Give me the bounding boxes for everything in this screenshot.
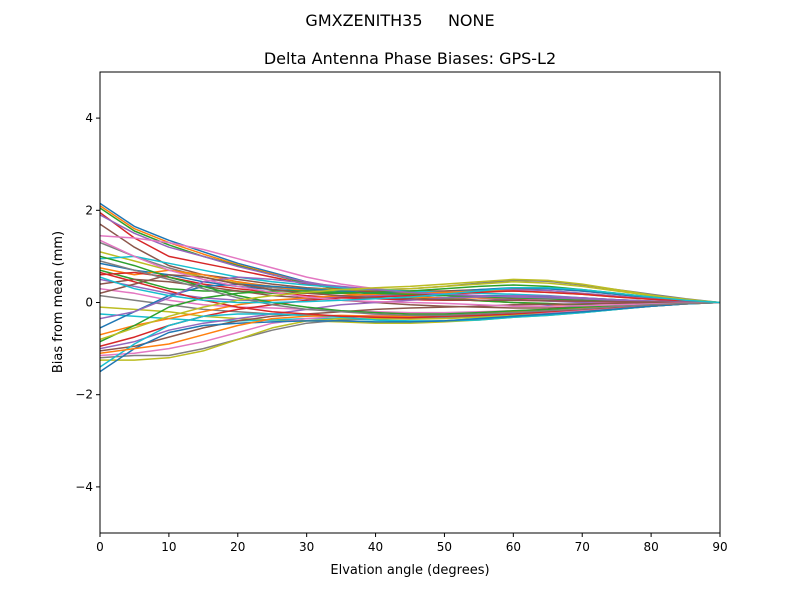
y-axis: −4 −2 0 2 4 <box>75 111 100 494</box>
x-axis-label: Elvation angle (degrees) <box>330 563 489 578</box>
x-tick-label: 80 <box>643 540 658 554</box>
series-line <box>100 239 720 307</box>
chart-title: Delta Antenna Phase Biases: GPS-L2 <box>264 49 556 68</box>
x-tick-label: 50 <box>437 540 452 554</box>
x-tick-label: 10 <box>161 540 176 554</box>
series-line <box>100 274 720 304</box>
x-tick-label: 0 <box>96 540 104 554</box>
x-tick-label: 30 <box>299 540 314 554</box>
series-line <box>100 260 720 317</box>
series-line <box>100 278 720 341</box>
x-axis: 0 10 20 30 40 50 60 70 80 90 <box>96 533 728 554</box>
series-line <box>100 276 720 320</box>
x-tick-label: 90 <box>712 540 727 554</box>
y-tick-label: −4 <box>75 480 93 494</box>
y-tick-label: 0 <box>85 296 93 310</box>
x-tick-label: 60 <box>506 540 521 554</box>
series-line <box>100 301 720 373</box>
x-tick-label: 70 <box>575 540 590 554</box>
x-tick-label: 20 <box>230 540 245 554</box>
series-lines <box>100 202 720 373</box>
y-tick-label: −2 <box>75 388 93 402</box>
y-tick-label: 2 <box>85 203 93 217</box>
y-tick-label: 4 <box>85 111 93 125</box>
series-line <box>100 301 720 352</box>
suptitle: GMXZENITH35 NONE <box>305 11 494 30</box>
y-axis-label: Bias from mean (mm) <box>51 231 66 373</box>
x-tick-label: 40 <box>368 540 383 554</box>
series-line <box>100 276 720 304</box>
